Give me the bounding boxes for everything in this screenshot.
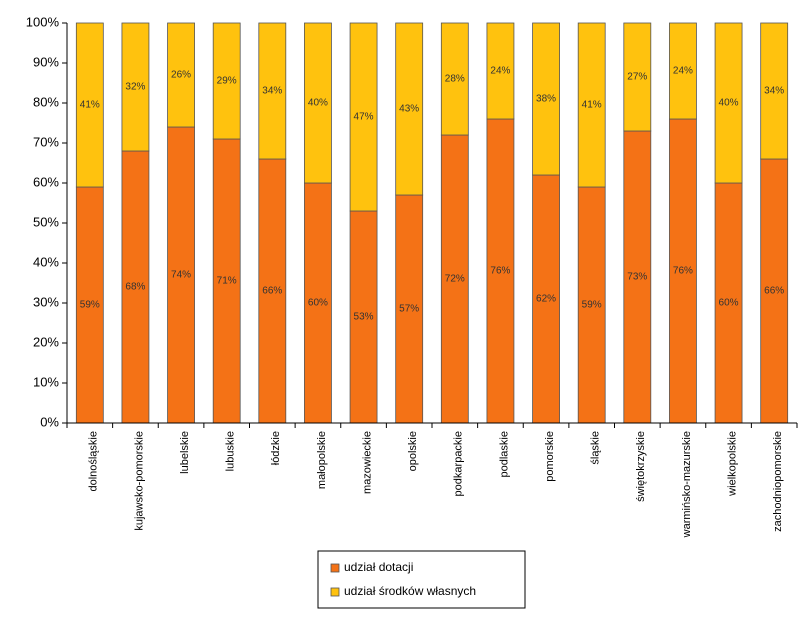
legend: udział dotacji udział środków własnych xyxy=(317,550,526,609)
bar-segment xyxy=(121,22,150,152)
y-tick-label: 60% xyxy=(33,174,59,189)
data-label: 72% xyxy=(445,274,465,285)
bar-segment xyxy=(349,22,378,212)
data-label: 41% xyxy=(80,100,100,111)
y-tick-label: 20% xyxy=(33,334,59,349)
data-label: 71% xyxy=(217,276,237,287)
data-label: 66% xyxy=(764,286,784,297)
legend-entry: udział środków własnych xyxy=(344,584,476,598)
x-tick-label: podlaskie xyxy=(498,431,510,477)
plot-area: 59% 41% 68% 32% 74% 26% 71% 29% 66% 34% 60% 40% 53% 4… xyxy=(75,22,789,424)
data-label: 76% xyxy=(673,266,693,277)
y-tick-label: 70% xyxy=(33,134,59,149)
data-label: 59% xyxy=(80,300,100,311)
data-label: 53% xyxy=(354,312,374,323)
x-tick-label: małopolskie xyxy=(316,431,328,489)
data-label: 43% xyxy=(399,104,419,115)
bar-segment xyxy=(532,22,560,176)
bar-segment xyxy=(304,182,332,424)
data-label: 34% xyxy=(764,86,784,97)
bar-segment xyxy=(577,186,606,424)
bar-segment xyxy=(486,118,515,424)
data-label: 47% xyxy=(354,112,374,123)
data-label: 26% xyxy=(171,70,191,81)
y-tick-label: 0% xyxy=(40,414,59,429)
y-tick-label: 10% xyxy=(33,374,59,389)
x-tick-label: pomorskie xyxy=(544,431,556,482)
bar-segment xyxy=(304,22,332,184)
bar-segment xyxy=(623,130,652,424)
bar-segment xyxy=(714,182,743,424)
bar-segment xyxy=(75,22,104,188)
bar-segment xyxy=(669,118,697,424)
x-tick-label: zachodniopomorskie xyxy=(772,431,784,532)
data-label: 40% xyxy=(719,98,739,109)
data-label: 68% xyxy=(125,282,145,293)
data-label: 74% xyxy=(171,270,191,281)
data-label: 27% xyxy=(627,72,647,83)
data-label: 24% xyxy=(673,66,693,77)
x-tick-label: łódzkie xyxy=(270,431,282,465)
data-label: 73% xyxy=(627,272,647,283)
bar-segment xyxy=(623,22,652,132)
data-label: 32% xyxy=(125,82,145,93)
x-tick-label: kujawsko-pomorskie xyxy=(133,431,145,531)
bar-segment xyxy=(395,22,424,196)
x-tick-label: podkarpackie xyxy=(453,431,465,496)
bar-segment xyxy=(75,186,104,424)
x-tick-label: lubelskie xyxy=(179,431,191,474)
bar-segment xyxy=(669,22,697,120)
x-tick-label: opolskie xyxy=(407,431,419,471)
bar-segment xyxy=(212,22,241,140)
data-label: 60% xyxy=(719,298,739,309)
bar-segment xyxy=(440,134,469,424)
data-label: 40% xyxy=(308,98,328,109)
data-label: 66% xyxy=(262,286,282,297)
y-tick-label: 100% xyxy=(26,14,60,29)
y-tick-label: 40% xyxy=(33,254,59,269)
data-label: 28% xyxy=(445,74,465,85)
data-label: 60% xyxy=(308,298,328,309)
data-label: 24% xyxy=(490,66,510,77)
x-tick-label: dolnośląskie xyxy=(88,431,100,492)
data-label: 62% xyxy=(536,294,556,305)
legend-swatch xyxy=(330,563,340,573)
data-label: 76% xyxy=(490,266,510,277)
x-tick-label: świętokrzyskie xyxy=(635,431,647,502)
x-tick-label: mazowieckie xyxy=(361,431,373,494)
y-tick-label: 30% xyxy=(33,294,59,309)
x-tick-label: warmińsko-mazurskie xyxy=(681,431,693,538)
y-tick-label: 90% xyxy=(33,54,59,69)
bar-segment xyxy=(167,22,195,128)
data-label: 57% xyxy=(399,304,419,315)
data-label: 38% xyxy=(536,94,556,105)
legend-box xyxy=(317,550,526,609)
y-tick-label: 80% xyxy=(33,94,59,109)
x-tick-label: lubuskie xyxy=(225,431,237,471)
bar-segment xyxy=(714,22,743,184)
x-tick-label: wielkopolskie xyxy=(726,431,738,497)
data-label: 41% xyxy=(582,100,602,111)
bar-segment xyxy=(258,22,287,160)
x-tick-label: śląskie xyxy=(590,431,602,465)
y-tick-label: 50% xyxy=(33,214,59,229)
bar-segment xyxy=(440,22,469,136)
bar-segment xyxy=(486,22,515,120)
legend-swatch xyxy=(330,587,340,597)
x-axis: dolnośląskie kujawsko-pomorskie lubelskie l… xyxy=(66,422,798,538)
data-label: 34% xyxy=(262,86,282,97)
bar-segment xyxy=(577,22,606,188)
y-axis: 0% 10% 20% 30% 40% 50% 60% 70% 80% 90% 100% xyxy=(26,14,68,429)
data-label: 29% xyxy=(217,76,237,87)
data-label: 59% xyxy=(582,300,602,311)
bar-segment xyxy=(760,22,789,160)
bar-segment xyxy=(532,174,560,424)
legend-entry: udział dotacji xyxy=(344,560,413,574)
